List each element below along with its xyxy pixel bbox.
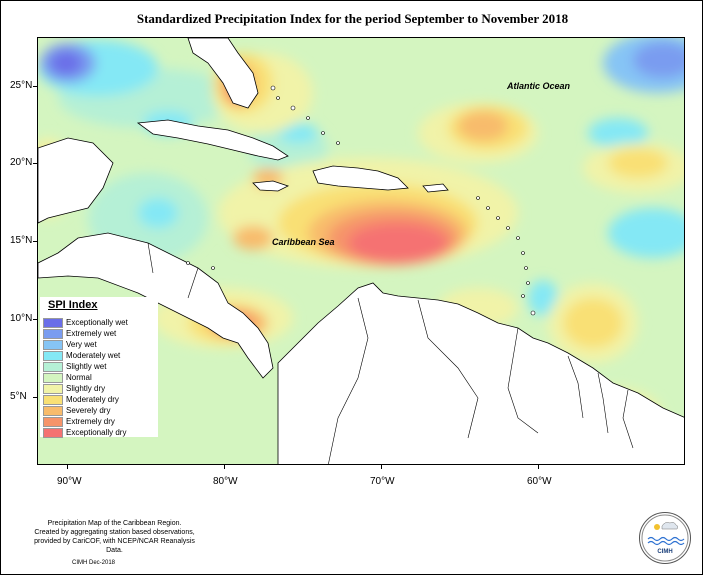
- legend-item: Very wet: [43, 339, 97, 350]
- sun-icon: [654, 524, 660, 530]
- legend-swatch: [43, 372, 63, 383]
- legend-swatch: [43, 361, 63, 372]
- legend-label: Normal: [66, 373, 92, 382]
- lat-label: 20°N: [10, 157, 33, 168]
- legend-item: Exceptionally wet: [43, 317, 128, 328]
- south-america: [277, 282, 684, 464]
- legend-swatch: [43, 350, 63, 361]
- legend-swatch: [43, 427, 63, 438]
- lat-label: 5°N: [10, 391, 27, 402]
- legend-swatch: [43, 416, 63, 427]
- legend-label: Moderately wet: [66, 351, 121, 360]
- florida: [187, 38, 259, 109]
- legend-item: Extremely wet: [43, 328, 116, 339]
- land-masses: [38, 38, 684, 464]
- legend-label: Exceptionally wet: [66, 318, 128, 327]
- issue-date: CIMH Dec-2018: [72, 560, 116, 566]
- legend-item: Slightly wet: [43, 361, 106, 372]
- legend-label: Extremely dry: [66, 417, 115, 426]
- legend-label: Moderately dry: [66, 395, 119, 404]
- map-credit: Precipitation Map of the Caribbean Regio…: [27, 519, 202, 555]
- legend-label: Exceptionally dry: [66, 428, 127, 437]
- yucatan: [38, 137, 114, 224]
- lat-tick: [33, 397, 37, 398]
- wave-icon: [647, 536, 685, 542]
- caribbean-sea-label: Caribbean Sea: [272, 237, 335, 247]
- lat-tick: [33, 319, 37, 320]
- cimh-logo-mark: CIMH: [641, 514, 689, 562]
- country-borders: [147, 242, 634, 464]
- small-islands: [186, 85, 536, 316]
- lon-tick: [381, 465, 382, 469]
- legend-label: Severely dry: [66, 406, 111, 415]
- legend-item: Severely dry: [43, 405, 110, 416]
- logo-text: CIMH: [657, 549, 672, 555]
- legend-swatch: [43, 317, 63, 328]
- legend-label: Slightly dry: [66, 384, 106, 393]
- cuba: [136, 119, 289, 161]
- lon-label: 80°W: [213, 476, 238, 487]
- cimh-logo: CIMH: [639, 512, 691, 564]
- spi-legend: SPI Index Exceptionally wet Extremely wet…: [40, 297, 158, 438]
- legend-item: Normal: [43, 372, 92, 383]
- lat-tick: [33, 241, 37, 242]
- legend-swatch: [43, 394, 63, 405]
- lon-label: 90°W: [57, 476, 82, 487]
- atlantic-ocean-label: Atlantic Ocean: [507, 81, 571, 91]
- legend-item: Moderately wet: [43, 350, 120, 361]
- puerto-rico: [422, 183, 449, 193]
- legend-swatch: [43, 383, 63, 394]
- lon-label: 60°W: [527, 476, 552, 487]
- hispaniola: [312, 165, 409, 191]
- cloud-icon: [661, 522, 679, 530]
- credit-line: Created by aggregating station based obs…: [34, 529, 195, 536]
- legend-item: Moderately dry: [43, 394, 119, 405]
- legend-swatch: [43, 328, 63, 339]
- legend-title: SPI Index: [48, 299, 98, 311]
- credit-line: Precipitation Map of the Caribbean Regio…: [47, 520, 182, 527]
- lat-label: 25°N: [10, 80, 33, 91]
- lon-tick: [538, 465, 539, 469]
- lat-label: 15°N: [10, 235, 33, 246]
- lon-tick: [67, 465, 68, 469]
- lon-label: 70°W: [370, 476, 395, 487]
- jamaica: [252, 180, 290, 192]
- legend-label: Extremely wet: [66, 329, 117, 338]
- legend-swatch: [43, 339, 63, 350]
- map-title: Standardized Precipitation Index for the…: [136, 11, 569, 26]
- lon-tick: [224, 465, 225, 469]
- legend-label: Very wet: [66, 340, 97, 349]
- legend-label: Slightly wet: [66, 362, 107, 371]
- spi-map-canvas: [38, 38, 684, 464]
- lat-label: 10°N: [10, 313, 33, 324]
- legend-item: Slightly dry: [43, 383, 105, 394]
- legend-item: Extremely dry: [43, 416, 115, 427]
- credit-line: provided by CariCOF, with NCEP/NCAR Rean…: [34, 538, 195, 554]
- legend-item: Exceptionally dry: [43, 427, 126, 438]
- legend-swatch: [43, 405, 63, 416]
- lat-tick: [33, 163, 37, 164]
- lat-tick: [33, 86, 37, 87]
